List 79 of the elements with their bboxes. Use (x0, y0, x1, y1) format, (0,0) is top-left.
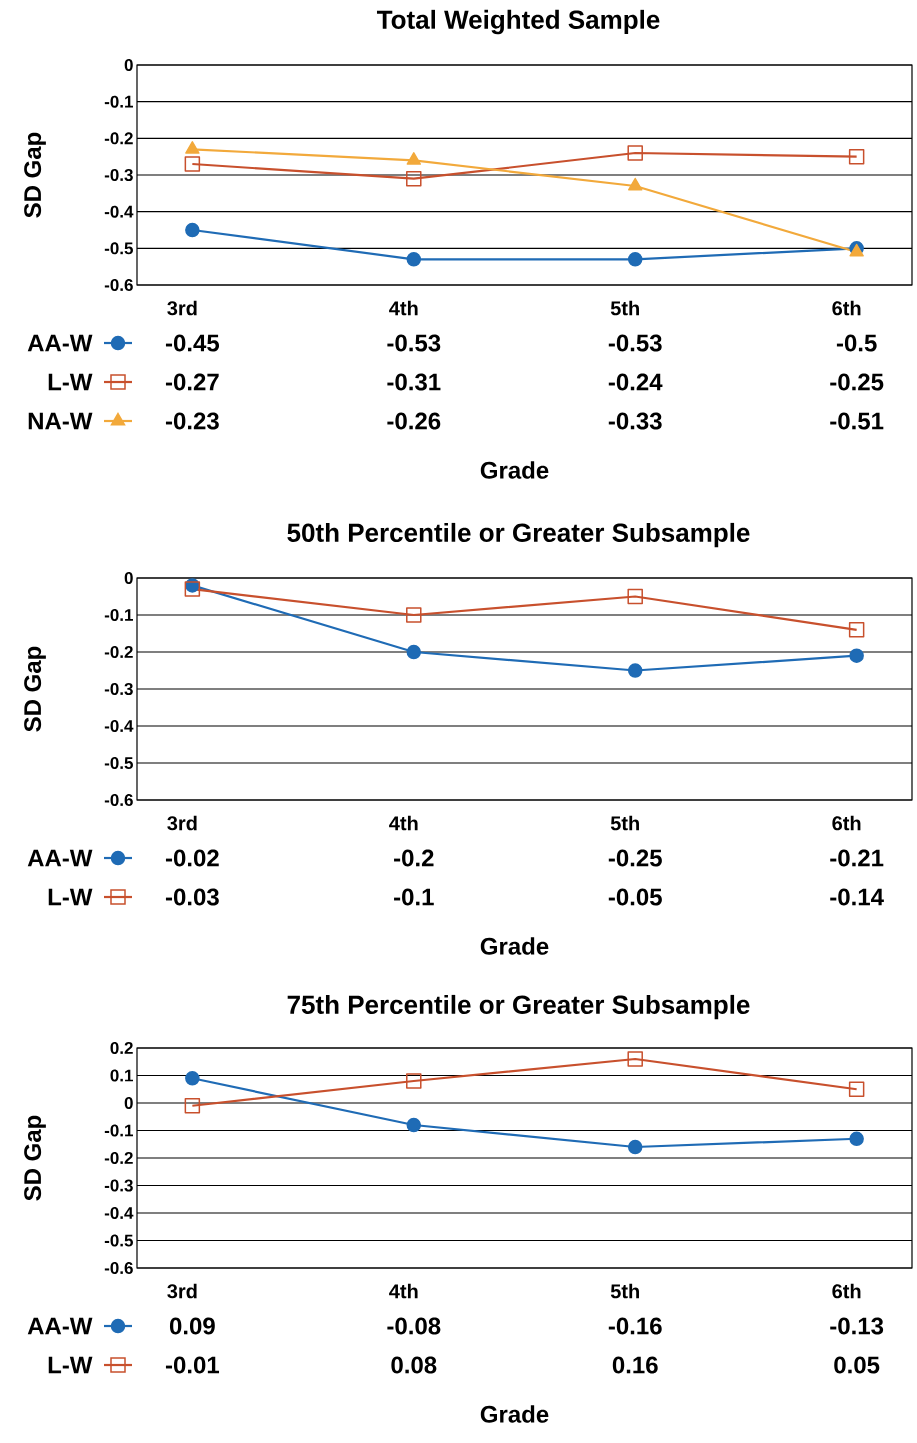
y-tick-label: -0.1 (104, 608, 133, 622)
y-tick-label: -0.6 (104, 278, 133, 292)
x-tick-label: 6th (832, 300, 861, 316)
legend-label: NA-W (28, 412, 93, 430)
data-label: -0.08 (387, 1317, 441, 1335)
data-label: -0.1 (394, 888, 434, 906)
data-label: -0.03 (165, 888, 219, 906)
x-tick-label: 4th (389, 815, 418, 831)
y-tick-label: -0.1 (104, 1124, 133, 1137)
x-tick-label: 5th (610, 815, 639, 831)
data-label: -0.2 (394, 849, 434, 867)
legend-label: AA-W (27, 1317, 93, 1335)
data-label: -0.25 (608, 849, 662, 867)
x-tick-label: 3rd (167, 300, 197, 316)
data-label: -0.26 (387, 412, 441, 430)
chart-title: 50th Percentile or Greater Subsample (287, 522, 750, 548)
y-tick-label: -0.2 (104, 645, 133, 659)
x-tick-label: 6th (832, 815, 861, 831)
y-tick-label: -0.3 (104, 682, 133, 696)
y-tick-label: -0.6 (104, 1261, 133, 1275)
data-label: -0.01 (165, 1356, 220, 1374)
legend-label: L-W (48, 1356, 93, 1374)
data-label: -0.53 (387, 334, 441, 352)
data-label: -0.25 (830, 373, 884, 391)
y-tick-label: -0.4 (104, 719, 134, 733)
legend-label: AA-W (27, 849, 93, 867)
y-tick-label: -0.5 (104, 1234, 133, 1247)
data-label: -0.21 (830, 849, 884, 867)
y-axis-title: SD Gap (24, 646, 46, 732)
data-label: 0.09 (169, 1317, 215, 1335)
data-label: -0.53 (608, 334, 662, 352)
y-tick-label: 0 (124, 571, 133, 585)
data-label: -0.51 (830, 412, 884, 430)
chart-title: Total Weighted Sample (376, 9, 660, 35)
y-tick-label: -0.2 (104, 132, 133, 145)
legend-label: L-W (48, 888, 93, 906)
y-tick-label: -0.2 (104, 1151, 133, 1165)
y-axis-title: SD Gap (24, 132, 46, 218)
data-label: -0.24 (608, 373, 663, 391)
data-label: -0.02 (165, 849, 219, 867)
x-axis-title: Grade (480, 461, 549, 479)
y-tick-label: -0.4 (104, 205, 134, 218)
x-tick-label: 3rd (167, 815, 197, 831)
y-tick-label: 0.2 (110, 1041, 133, 1055)
x-tick-label: 5th (610, 1283, 639, 1299)
data-label: -0.31 (387, 373, 441, 391)
chart-title: 75th Percentile or Greater Subsample (287, 994, 750, 1020)
data-label: -0.16 (608, 1317, 662, 1335)
y-tick-label: -0.5 (104, 756, 133, 770)
y-axis-title: SD Gap (24, 1115, 46, 1201)
x-tick-label: 4th (389, 1283, 418, 1299)
data-label: -0.14 (830, 888, 884, 906)
y-tick-label: -0.1 (104, 95, 133, 108)
y-tick-label: -0.5 (104, 242, 133, 255)
legend-label: L-W (48, 373, 93, 391)
data-label: -0.33 (608, 412, 662, 430)
x-axis-title: Grade (480, 937, 549, 955)
y-tick-label: -0.4 (104, 1206, 134, 1220)
x-tick-label: 3rd (167, 1283, 197, 1299)
data-label: -0.05 (608, 888, 662, 906)
x-tick-label: 4th (389, 300, 418, 316)
y-tick-label: 0 (124, 59, 133, 72)
data-label: -0.23 (165, 412, 219, 430)
data-label: 0.05 (834, 1356, 880, 1374)
x-tick-label: 5th (610, 300, 639, 316)
data-label: -0.27 (165, 373, 219, 391)
y-tick-label: -0.3 (104, 1179, 133, 1192)
data-label: -0.5 (836, 334, 877, 352)
x-axis-title: Grade (480, 1405, 549, 1423)
y-tick-label: -0.6 (104, 793, 133, 807)
data-label: 0.08 (391, 1356, 437, 1374)
x-tick-label: 6th (832, 1283, 861, 1299)
y-tick-label: -0.3 (104, 168, 133, 182)
y-tick-label: 0.1 (110, 1069, 133, 1082)
y-tick-label: 0 (124, 1096, 133, 1110)
data-label: -0.13 (830, 1317, 884, 1335)
data-label: 0.16 (612, 1356, 658, 1374)
data-label: -0.45 (165, 334, 220, 352)
legend-label: AA-W (27, 334, 93, 352)
